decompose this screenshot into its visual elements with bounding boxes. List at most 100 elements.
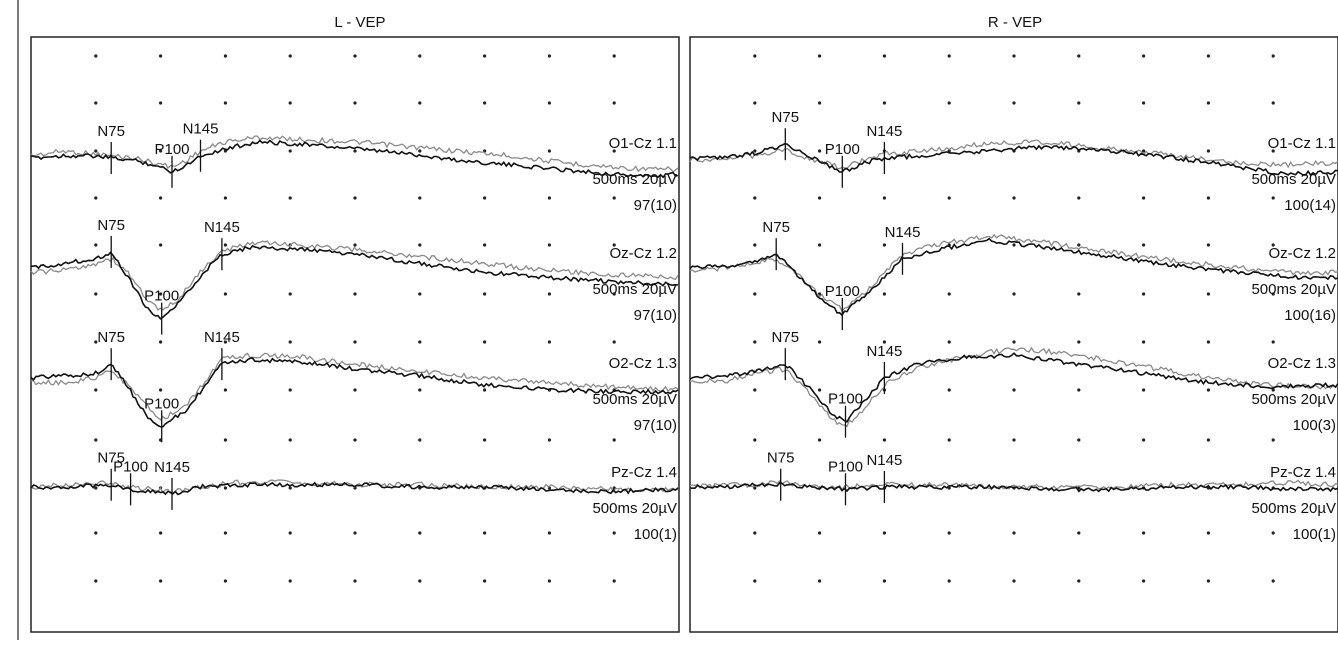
grid-dot: [613, 438, 616, 441]
grid-dot: [353, 579, 356, 582]
panel-title: L - VEP: [334, 14, 385, 31]
grid-dot: [548, 292, 551, 295]
grid-dot: [1272, 438, 1275, 441]
peak-label-p100: P100: [144, 395, 179, 412]
grid-dot: [948, 579, 951, 582]
grid-dot: [1012, 438, 1015, 441]
grid-dot: [1142, 54, 1145, 57]
grid-dot: [1142, 438, 1145, 441]
channel-label: Oz-Cz 1.2: [1268, 245, 1336, 262]
grid-dot: [353, 101, 356, 104]
grid-dot: [224, 438, 227, 441]
grid-dot: [948, 438, 951, 441]
grid-dot: [948, 101, 951, 104]
grid-dot: [224, 243, 227, 246]
grid-dot: [289, 486, 292, 489]
grid-dot: [548, 438, 551, 441]
grid-dot: [1207, 243, 1210, 246]
grid-dot: [818, 340, 821, 343]
grid-dot: [818, 149, 821, 152]
grid-dot: [1142, 101, 1145, 104]
grid-dot: [1272, 196, 1275, 199]
grid-dot: [224, 579, 227, 582]
grid-dot: [159, 54, 162, 57]
grid-dot: [883, 101, 886, 104]
grid-dot: [1077, 438, 1080, 441]
grid-dot: [548, 54, 551, 57]
grid-dot: [883, 292, 886, 295]
grid-dot: [94, 531, 97, 534]
grid-dot: [1077, 292, 1080, 295]
grid-dot: [224, 292, 227, 295]
grid-dot: [1207, 292, 1210, 295]
grid-dot: [224, 101, 227, 104]
grid-dot: [1012, 292, 1015, 295]
grid-dot: [418, 579, 421, 582]
grid-dot: [289, 579, 292, 582]
grid-dot: [159, 388, 162, 391]
grid-dot: [353, 292, 356, 295]
channel-label: O1-Cz 1.1: [609, 135, 677, 152]
grid-dot: [1077, 531, 1080, 534]
grid-dot: [353, 340, 356, 343]
grid-dot: [818, 438, 821, 441]
grid-dot: [1272, 101, 1275, 104]
grid-dot: [224, 196, 227, 199]
grid-dot: [883, 531, 886, 534]
grid-dot: [289, 196, 292, 199]
grid-dot: [224, 486, 227, 489]
grid-dot: [548, 149, 551, 152]
grid-dot: [1142, 243, 1145, 246]
grid-dot: [753, 388, 756, 391]
grid-dot: [948, 292, 951, 295]
grid-dot: [289, 388, 292, 391]
peak-label-n75: N75: [767, 450, 795, 467]
grid-dot: [483, 438, 486, 441]
grid-dot: [1272, 579, 1275, 582]
peak-label-n145: N145: [866, 123, 902, 140]
peak-label-n75: N75: [772, 329, 800, 346]
grid-dot: [753, 340, 756, 343]
scale-label: 500ms 20µV: [592, 500, 677, 517]
grid-dot: [289, 292, 292, 295]
grid-dot: [483, 388, 486, 391]
grid-dot: [353, 243, 356, 246]
grid-dot: [1012, 531, 1015, 534]
grid-dot: [1207, 196, 1210, 199]
grid-dot: [613, 579, 616, 582]
average-count: 97(10): [634, 417, 677, 434]
grid-dot: [94, 243, 97, 246]
grid-dot: [94, 196, 97, 199]
scale-label: 500ms 20µV: [592, 391, 677, 408]
grid-dot: [1142, 196, 1145, 199]
grid-dot: [753, 54, 756, 57]
grid-dot: [818, 196, 821, 199]
grid-dot: [483, 579, 486, 582]
grid-dot: [883, 243, 886, 246]
grid-dot: [289, 531, 292, 534]
grid-dot: [548, 531, 551, 534]
grid-dot: [548, 101, 551, 104]
grid-dot: [1207, 54, 1210, 57]
grid-dot: [483, 101, 486, 104]
grid-dot: [818, 579, 821, 582]
grid-dot: [483, 292, 486, 295]
grid-dot: [418, 340, 421, 343]
peak-label-n75: N75: [772, 109, 800, 126]
peak-label-p100: P100: [825, 283, 860, 300]
grid-dot: [948, 531, 951, 534]
grid-dot: [948, 340, 951, 343]
grid-dot: [418, 531, 421, 534]
grid-dot: [418, 292, 421, 295]
grid-dot: [1012, 101, 1015, 104]
peak-label-n145: N145: [154, 459, 190, 476]
grid-dot: [94, 54, 97, 57]
scale-label: 500ms 20µV: [592, 171, 677, 188]
grid-dot: [883, 54, 886, 57]
grid-dot: [94, 388, 97, 391]
grid-dot: [159, 196, 162, 199]
grid-dot: [289, 149, 292, 152]
average-count: 100(16): [1284, 307, 1336, 324]
grid-dot: [1012, 54, 1015, 57]
